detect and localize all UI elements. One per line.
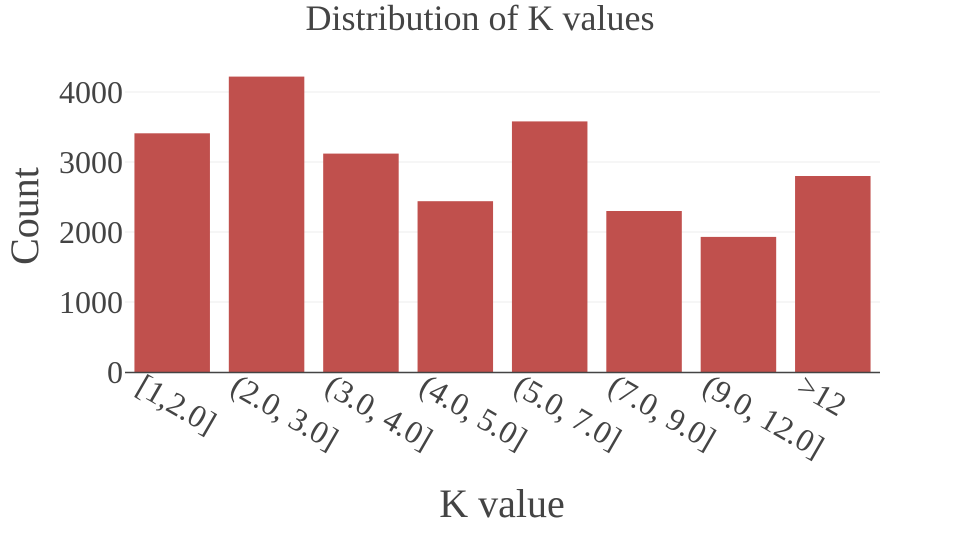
bar xyxy=(606,211,682,372)
bar xyxy=(511,121,588,373)
bar xyxy=(417,201,494,372)
bar xyxy=(228,76,305,372)
y-tick-label: 4000 xyxy=(59,74,123,110)
x-tick-label: >12 xyxy=(791,367,852,423)
y-tick-labels: 0 1000 2000 3000 4000 xyxy=(59,74,123,390)
bar xyxy=(700,236,777,372)
x-tick-label: [1,2.0] xyxy=(131,367,223,441)
x-tick-label: (3.0, 4.0] xyxy=(319,367,439,457)
y-tick-label: 2000 xyxy=(59,214,123,250)
bars xyxy=(134,76,871,373)
y-axis-title: Count xyxy=(2,167,47,265)
x-tick-label: (5.0, 7.0] xyxy=(508,367,628,457)
bar xyxy=(795,176,871,372)
x-tick-label: (7.0, 9.0] xyxy=(603,367,723,457)
bar xyxy=(323,153,399,372)
x-tick-label: (4.0, 5.0] xyxy=(414,367,534,457)
y-tick-label: 1000 xyxy=(59,284,123,320)
x-tick-labels: [1,2.0] (2.0, 3.0](3.0, 4.0](4.0, 5.0](5.… xyxy=(131,367,853,465)
x-axis-title: K value xyxy=(439,481,565,526)
y-tick-label: 3000 xyxy=(59,144,123,180)
bar xyxy=(134,133,210,372)
x-tick-label: (2.0, 3.0] xyxy=(225,367,345,457)
y-tick-label: 0 xyxy=(107,354,123,390)
chart-title: Distribution of K values xyxy=(306,0,655,38)
